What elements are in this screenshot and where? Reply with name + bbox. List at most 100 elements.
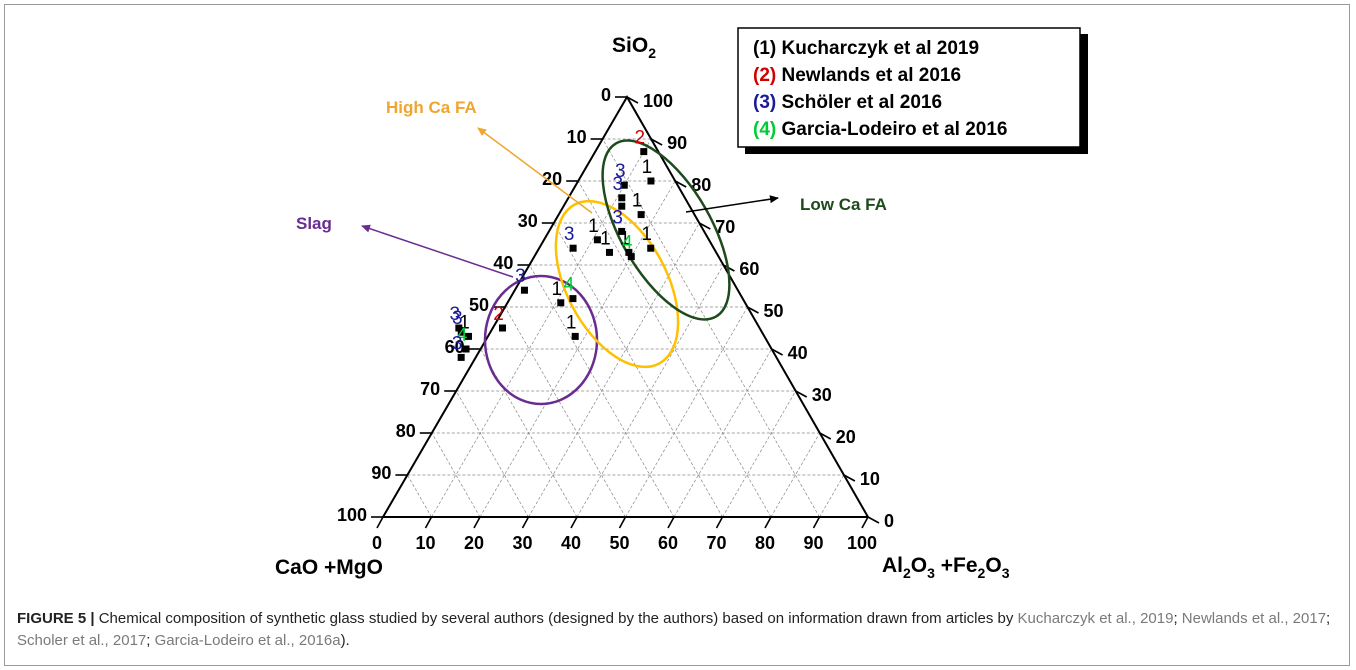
annotation-label: High Ca FA [386, 98, 477, 117]
tick-label-left: 30 [518, 211, 538, 231]
grid-line-al2o3 [819, 474, 845, 518]
point-label: 3 [515, 266, 526, 287]
tick-mark-bottom [521, 516, 530, 529]
point-label: 1 [641, 224, 652, 245]
tick-label-bottom: 20 [464, 533, 484, 553]
tick-mark-right [819, 432, 832, 440]
tick-mark-bottom [570, 516, 578, 529]
data-point [620, 181, 628, 189]
data-point [520, 286, 528, 294]
tick-label-right: 60 [739, 259, 759, 279]
grid-line-cao [455, 390, 529, 518]
point-label: 4 [622, 233, 633, 254]
tick-label-bottom: 80 [755, 533, 775, 553]
legend-number: (4) [753, 119, 776, 140]
data-point [618, 202, 626, 210]
data-point [618, 194, 626, 202]
data-point [593, 236, 601, 244]
point-label: 1 [642, 157, 653, 178]
point-label: 1 [459, 312, 470, 333]
high-ca-fa-region [554, 199, 680, 369]
point-label: 3 [450, 304, 461, 325]
annotation-label: Low Ca FA [800, 195, 887, 214]
legend-entry: (1) Kucharczyk et al 2019 [753, 38, 979, 59]
tick-mark-bottom [667, 516, 675, 529]
tick-mark-right [843, 474, 856, 482]
caption-ref-kucharczyk[interactable]: Kucharczyk et al., 2019 [1017, 610, 1174, 627]
point-label: 2 [493, 304, 504, 325]
caption-separator: ; [146, 632, 155, 649]
point-label: 3 [615, 161, 626, 182]
tick-label-bottom: 100 [847, 533, 877, 553]
tick-label-bottom: 90 [803, 533, 823, 553]
tick-mark-bottom [812, 516, 821, 529]
legend-entry: (2) Newlands et al 2016 [753, 65, 961, 86]
slag-region [483, 274, 599, 406]
legend-box [737, 27, 1081, 148]
data-point [625, 248, 633, 256]
grid-line-cao [431, 432, 481, 518]
tick-label-left: 70 [420, 379, 440, 399]
caption-separator: ; [1326, 610, 1331, 627]
point-label: 2 [634, 128, 645, 149]
legend-text: Kucharczyk et al 2019 [776, 38, 979, 59]
tick-labels: 0102030405060708090100100908070605040302… [337, 85, 894, 553]
tick-label-right: 80 [691, 175, 711, 195]
point-label: 4 [457, 325, 468, 346]
tick-label-left: 80 [396, 421, 416, 441]
legend-entry: (3) Schöler et al 2016 [753, 92, 942, 113]
tick-mark-right [747, 306, 759, 314]
tick-label-left: 0 [601, 85, 611, 105]
data-point [569, 244, 577, 252]
high-ca-fa-arrow [477, 127, 593, 214]
data-point [640, 148, 648, 156]
data-point [647, 177, 655, 185]
data-point [647, 244, 655, 252]
data-point [557, 299, 565, 307]
caption-end: ). [340, 632, 350, 649]
caption-label: FIGURE 5 | [17, 610, 95, 627]
tick-label-left: 40 [493, 253, 513, 273]
caption-ref-garcia-lodeiro[interactable]: Garcia-Lodeiro et al., 2016a [154, 632, 341, 649]
legend-number: (2) [753, 65, 776, 86]
data-point [569, 295, 577, 303]
tick-mark-right [674, 180, 687, 188]
legend-entry: (4) Garcia-Lodeiro et al 2016 [753, 119, 1008, 140]
axis-title-right: Al2O3 +Fe2O3 [882, 554, 1010, 581]
ternary-grid [407, 138, 845, 518]
figure-caption: FIGURE 5 | Chemical composition of synth… [17, 608, 1337, 652]
tick-mark-bottom [715, 516, 724, 529]
axis-titles: SiO2 CaO +MgO Al2O3 +Fe2O3 [275, 34, 1010, 581]
tick-mark-right [795, 390, 808, 398]
data-point [571, 332, 579, 340]
point-label: 1 [566, 312, 577, 333]
data-point [618, 227, 626, 235]
tick-label-right: 10 [860, 469, 880, 489]
point-label: 1 [632, 191, 643, 212]
grid-line-al2o3 [528, 222, 700, 518]
tick-label-right: 90 [667, 133, 687, 153]
triangle-outline [371, 95, 880, 529]
tick-label-right: 20 [836, 427, 856, 447]
tick-mark-right [771, 348, 783, 356]
data-point [457, 328, 465, 336]
tick-label-left: 60 [445, 337, 465, 357]
point-label: 3 [452, 308, 463, 329]
caption-text: Chemical composition of synthetic glass … [94, 610, 1018, 627]
tick-label-right: 100 [643, 91, 673, 111]
figure-frame [4, 4, 1350, 666]
tick-label-bottom: 70 [706, 533, 726, 553]
ternary-chart: 0102030405060708090100100908070605040302… [275, 27, 1088, 581]
tick-label-bottom: 0 [372, 533, 382, 553]
tick-mark-right [626, 96, 639, 104]
tick-label-right: 40 [788, 343, 808, 363]
point-label: 3 [452, 333, 463, 354]
tick-label-left: 90 [371, 463, 391, 483]
grid-line-cao [529, 264, 675, 518]
caption-ref-scholer[interactable]: Scholer et al., 2017 [17, 632, 147, 649]
caption-ref-newlands[interactable]: Newlands et al., 2017 [1181, 610, 1327, 627]
legend-number: (1) [753, 38, 776, 59]
data-point [637, 211, 645, 219]
data-point [605, 248, 613, 256]
